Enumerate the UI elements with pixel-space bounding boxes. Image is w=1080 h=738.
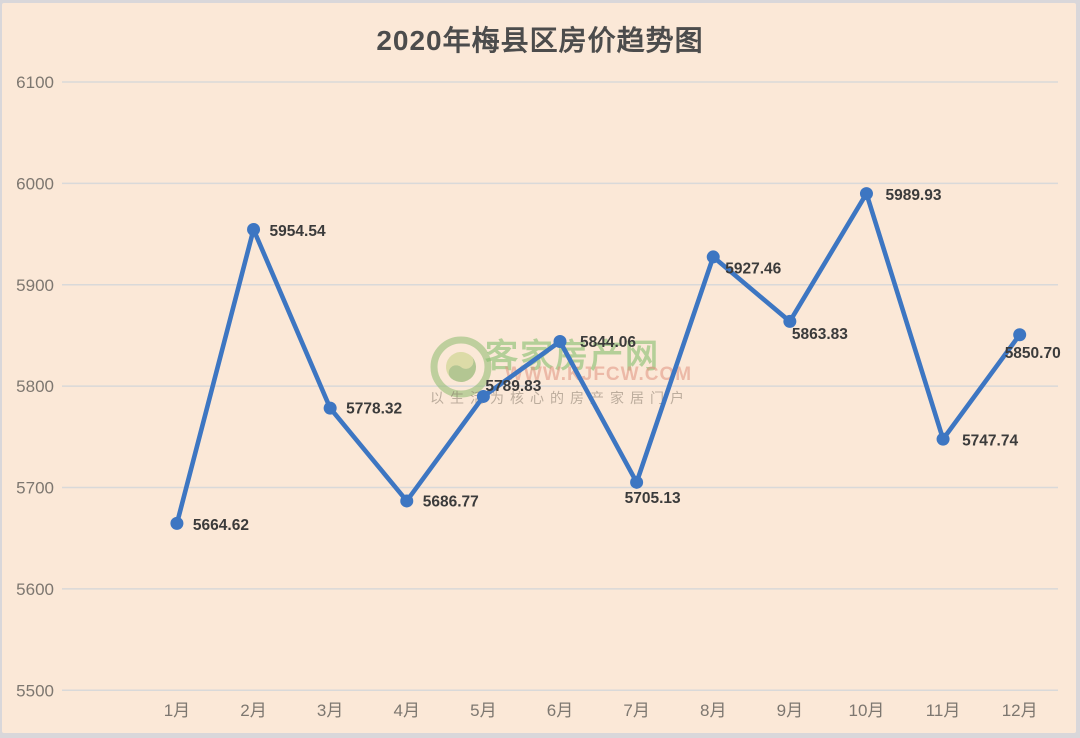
data-point-marker — [247, 222, 261, 236]
data-label: 5686.77 — [423, 493, 479, 510]
x-tick-label: 7月 — [623, 701, 649, 720]
data-point-marker — [1013, 328, 1027, 342]
y-tick-label: 6100 — [16, 73, 54, 92]
x-tick-label: 5月 — [470, 701, 496, 720]
data-label: 5789.83 — [485, 378, 541, 395]
data-point-marker — [630, 475, 644, 489]
y-tick-label: 5600 — [16, 580, 54, 599]
data-label: 5863.83 — [792, 326, 848, 343]
y-tick-label: 5800 — [16, 377, 54, 396]
data-label: 5989.93 — [885, 187, 941, 204]
y-tick-label: 5500 — [16, 681, 54, 700]
data-label: 5778.32 — [346, 401, 402, 418]
data-point-marker — [859, 187, 873, 201]
data-point-marker — [783, 314, 797, 328]
data-label: 5927.46 — [725, 260, 781, 277]
data-label: 5747.74 — [962, 433, 1018, 450]
data-point-marker — [706, 250, 720, 264]
y-tick-label: 5900 — [16, 276, 54, 295]
x-tick-label: 6月 — [547, 701, 573, 720]
data-point-marker — [936, 432, 950, 446]
data-point-marker — [323, 401, 337, 415]
x-tick-label: 3月 — [317, 701, 343, 720]
data-point-marker — [553, 334, 567, 348]
data-label: 5705.13 — [625, 490, 681, 507]
data-point-marker — [476, 389, 490, 403]
chart-panel — [2, 3, 1076, 733]
data-point-marker — [400, 494, 414, 508]
x-tick-label: 11月 — [926, 701, 961, 720]
data-label: 5664.62 — [193, 517, 249, 534]
data-label: 5850.70 — [1005, 345, 1061, 362]
x-tick-label: 12月 — [1002, 701, 1038, 720]
x-tick-label: 9月 — [777, 701, 803, 720]
chart-title: 2020年梅县区房价趋势图 — [376, 25, 704, 56]
data-point-marker — [170, 516, 184, 530]
x-tick-label: 1月 — [164, 701, 190, 720]
x-tick-label: 2月 — [240, 701, 266, 720]
x-tick-label: 8月 — [700, 701, 726, 720]
trend-line — [174, 191, 1022, 526]
x-tick-label: 4月 — [394, 701, 420, 720]
data-label: 5844.06 — [580, 334, 636, 351]
y-tick-label: 6000 — [16, 174, 54, 193]
data-label: 5954.54 — [270, 223, 326, 240]
y-tick-label: 5700 — [16, 479, 54, 498]
x-tick-label: 10月 — [849, 701, 885, 720]
